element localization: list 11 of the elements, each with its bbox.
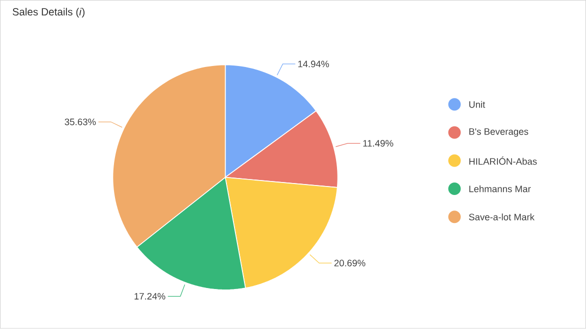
legend-label: B's Beverages [469,128,528,137]
data-label: 35.63% [64,118,96,126]
legend-label: Save-a-lot Mark [469,214,535,221]
legend-label: HILARIÓN-Abas [469,156,537,165]
data-label: 14.94% [298,60,329,68]
data-label: 11.49% [363,140,394,147]
chart-title: Sales Details (i) [12,8,84,18]
data-label: 17.24% [134,293,166,300]
legend-label: Unit [469,101,486,108]
legend-label: Lehmanns Mar [469,186,531,192]
data-label: 20.69% [334,260,366,267]
